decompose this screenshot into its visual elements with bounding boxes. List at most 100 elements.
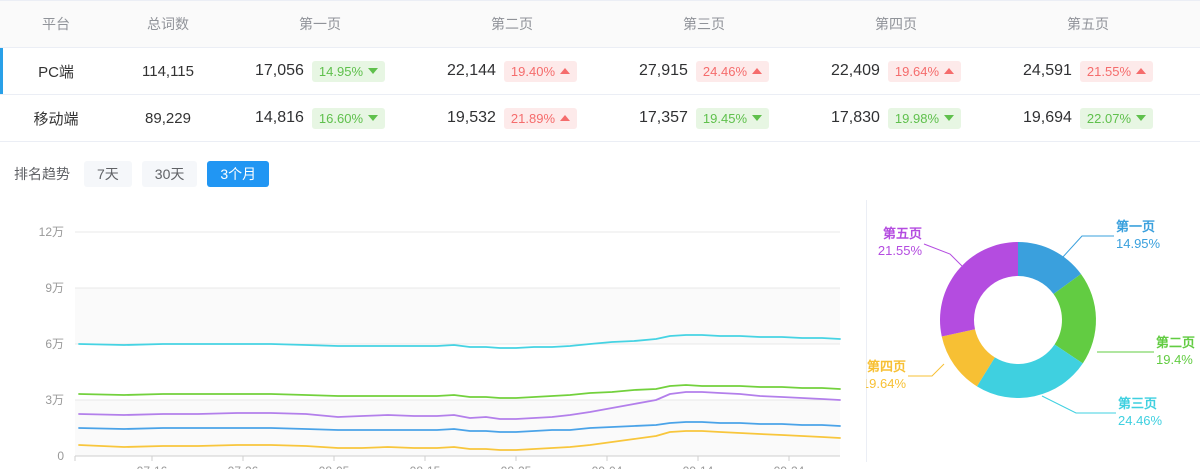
donut-value-page3: 24.46%	[1118, 413, 1163, 428]
donut-label-page2: 第二页	[1156, 335, 1195, 350]
triangle-up-icon	[560, 115, 571, 121]
page-share-value: 24.46%	[702, 63, 748, 79]
cell-page-4: 22,409 19.64%	[800, 47, 992, 95]
column-header-platform[interactable]: 平台	[0, 0, 112, 48]
series-line-page2	[78, 384, 841, 399]
column-header-total[interactable]: 总词数	[112, 0, 224, 48]
triangle-up-icon	[752, 68, 763, 74]
x-tick-label: 08-25	[501, 464, 532, 469]
page-share-value: 16.60%	[318, 110, 364, 126]
column-header-page-1[interactable]: 第一页	[224, 0, 416, 48]
page-share-badge: 19.64%	[887, 60, 962, 82]
cell-page-2: 19,532 21.89%	[416, 94, 608, 142]
page-distribution-donut-chart[interactable]: 第一页 14.95% 第二页 19.4% 第三页 24.46% 第四页 19.6…	[866, 196, 1200, 469]
chart-divider	[866, 200, 867, 462]
donut-label-page5: 第五页	[883, 226, 922, 241]
series-line-page3	[78, 334, 841, 349]
donut-slice-page4	[941, 329, 995, 387]
donut-value-page4: 19.64%	[866, 376, 906, 391]
series-group	[78, 334, 841, 451]
series-line-page5	[78, 391, 841, 420]
column-header-page-3[interactable]: 第三页	[608, 0, 800, 48]
x-tick-label: 08-15	[410, 464, 441, 469]
page-share-value: 21.89%	[510, 110, 556, 126]
x-tick-label: 09-04	[592, 464, 623, 469]
cell-page-5: 24,591 21.55%	[992, 47, 1184, 95]
leader-line-page5	[923, 243, 965, 269]
column-header-page-5[interactable]: 第五页	[992, 0, 1184, 48]
y-tick-label: 0	[57, 449, 64, 463]
donut-slice-page5	[940, 242, 1018, 337]
cell-actions	[1184, 47, 1200, 95]
cell-page-1: 14,816 16.60%	[224, 94, 416, 142]
y-tick-label: 12万	[39, 225, 64, 239]
leader-line-page1	[1061, 235, 1114, 259]
page-share-badge: 21.55%	[1079, 60, 1154, 82]
page-count: 17,056	[254, 62, 304, 79]
donut-value-page5: 21.55%	[878, 243, 923, 258]
x-tick-label: 07-26	[228, 464, 259, 469]
cell-page-5: 19,694 22.07%	[992, 94, 1184, 142]
y-tick-label: 6万	[45, 337, 64, 351]
page-share-value: 22.07%	[1086, 110, 1132, 126]
cell-page-3: 27,915 24.46%	[608, 47, 800, 95]
cell-actions	[1184, 94, 1200, 142]
column-header-actions	[1184, 0, 1200, 48]
donut-value-page1: 14.95%	[1116, 236, 1161, 251]
range-tab-7d[interactable]: 7天	[84, 161, 132, 187]
page-share-badge: 19.98%	[887, 107, 962, 129]
page-count: 24,591	[1022, 62, 1072, 79]
trend-title: 排名趋势	[14, 166, 70, 182]
trend-toolbar: 排名趋势 7天 30天 3个月	[0, 142, 1200, 189]
page-share-badge: 21.89%	[503, 107, 578, 129]
page-share-value: 19.45%	[702, 110, 748, 126]
charts-area: 12万 9万 6万 3万 0 爱站网	[0, 196, 1200, 469]
page-count: 22,144	[446, 62, 496, 79]
page-share-badge: 19.45%	[695, 107, 770, 129]
triangle-down-icon	[368, 115, 379, 121]
x-tick-label: 07-16	[137, 464, 168, 469]
triangle-down-icon	[1136, 115, 1147, 121]
series-line-page4	[78, 430, 841, 451]
page-count: 17,357	[638, 109, 688, 126]
triangle-down-icon	[368, 68, 379, 74]
table-row[interactable]: 移动端 89,229 14,816 16.60% 19,532	[0, 94, 1200, 142]
page-share-value: 21.55%	[1086, 63, 1132, 79]
band	[75, 232, 840, 288]
page-share-badge: 16.60%	[311, 107, 386, 129]
donut-label-page3: 第三页	[1118, 396, 1157, 411]
page-count: 19,694	[1022, 109, 1072, 126]
x-tick-label: 09-24	[774, 464, 805, 469]
column-header-page-4[interactable]: 第四页	[800, 0, 992, 48]
leader-line-page4	[908, 363, 945, 377]
triangle-down-icon	[752, 115, 763, 121]
page-share-value: 19.40%	[510, 63, 556, 79]
page-count: 22,409	[830, 62, 880, 79]
triangle-down-icon	[944, 115, 955, 121]
donut-slice-page3	[976, 344, 1083, 398]
range-tab-30d[interactable]: 30天	[141, 161, 198, 187]
cell-page-2: 22,144 19.40%	[416, 47, 608, 95]
triangle-up-icon	[944, 68, 955, 74]
cell-platform: 移动端	[0, 94, 112, 142]
donut-labels: 第一页 14.95% 第二页 19.4% 第三页 24.46% 第四页 19.6…	[866, 219, 1195, 428]
range-tab-3m[interactable]: 3个月	[207, 161, 270, 187]
page-share-badge: 24.46%	[695, 60, 770, 82]
page-count: 14,816	[254, 109, 304, 126]
band	[75, 344, 840, 400]
donut-slice-page1	[1018, 242, 1081, 295]
rank-trend-line-chart[interactable]: 12万 9万 6万 3万 0 爱站网	[0, 196, 866, 469]
page-count: 27,915	[638, 62, 688, 79]
leader-line-page3	[1041, 395, 1116, 414]
leader-lines	[908, 235, 1154, 414]
column-header-page-2[interactable]: 第二页	[416, 0, 608, 48]
page-count: 19,532	[446, 109, 496, 126]
cell-page-1: 17,056 14.95%	[224, 47, 416, 95]
table-row[interactable]: PC端 114,115 17,056 14.95% 22,144	[0, 47, 1200, 95]
band	[75, 288, 840, 344]
line-chart-svg: 12万 9万 6万 3万 0 爱站网	[39, 225, 841, 469]
donut-slice-page2	[1053, 273, 1096, 364]
y-tick-label: 9万	[45, 281, 64, 295]
page-share-value: 14.95%	[318, 63, 364, 79]
